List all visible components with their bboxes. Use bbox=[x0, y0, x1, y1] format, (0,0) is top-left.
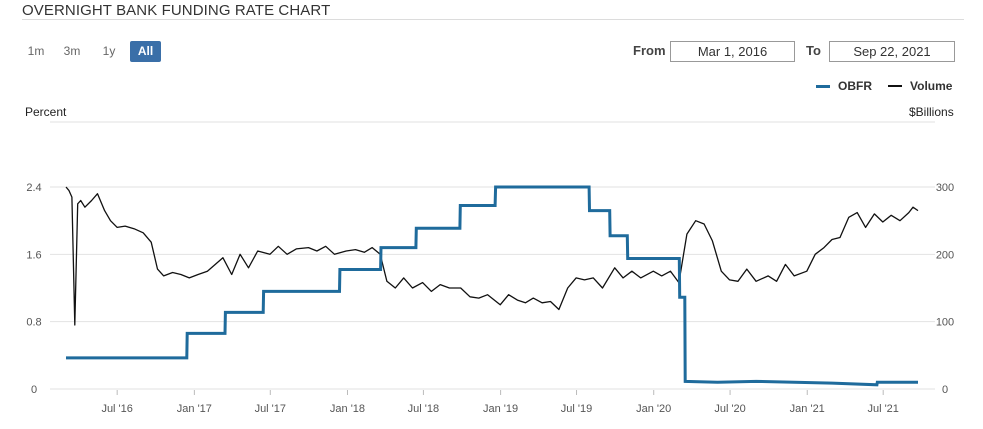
left-tick-label: 0.8 bbox=[26, 317, 41, 329]
left-tick-label: 0 bbox=[31, 384, 37, 396]
to-label: To bbox=[806, 43, 821, 58]
x-tick-label: Jan '19 bbox=[483, 403, 518, 415]
right-tick-label: 0 bbox=[942, 384, 948, 396]
legend-item-volume[interactable]: Volume bbox=[888, 79, 952, 93]
x-tick-label: Jan '20 bbox=[636, 403, 671, 415]
obfr-swatch bbox=[816, 84, 830, 88]
range-1m-button[interactable]: 1m bbox=[27, 44, 45, 58]
range-1y-button[interactable]: 1y bbox=[102, 44, 116, 58]
x-tick-label: Jul '20 bbox=[714, 403, 745, 415]
x-tick-label: Jul '21 bbox=[867, 403, 898, 415]
volume-series-line bbox=[65, 186, 919, 326]
x-tick-label: Jan '21 bbox=[790, 403, 825, 415]
x-tick-label: Jan '18 bbox=[330, 403, 365, 415]
to-date-input[interactable] bbox=[829, 41, 955, 62]
x-tick-label: Jul '17 bbox=[255, 403, 286, 415]
x-tick-label: Jul '18 bbox=[408, 403, 439, 415]
from-date-input[interactable] bbox=[670, 41, 795, 62]
legend-item-obfr[interactable]: OBFR bbox=[816, 79, 872, 93]
right-tick-label: 200 bbox=[936, 249, 954, 261]
x-tick-label: Jul '19 bbox=[561, 403, 592, 415]
left-axis-title: Percent bbox=[25, 105, 67, 119]
from-label: From bbox=[633, 43, 666, 58]
x-tick-label: Jul '16 bbox=[101, 403, 132, 415]
obfr-series-line bbox=[66, 185, 918, 387]
left-tick-label: 2.4 bbox=[26, 182, 41, 194]
right-tick-label: 300 bbox=[936, 182, 954, 194]
right-axis-title: $Billions bbox=[909, 105, 954, 119]
volume-swatch bbox=[888, 85, 902, 87]
title-divider bbox=[22, 19, 964, 20]
page-title: OVERNIGHT BANK FUNDING RATE CHART bbox=[22, 2, 331, 19]
x-tick-label: Jan '17 bbox=[177, 403, 212, 415]
range-all-button[interactable]: All bbox=[130, 41, 161, 62]
legend-label-obfr: OBFR bbox=[838, 79, 872, 93]
range-3m-button[interactable]: 3m bbox=[63, 44, 81, 58]
left-tick-label: 1.6 bbox=[26, 249, 41, 261]
right-tick-label: 100 bbox=[936, 317, 954, 329]
legend-label-volume: Volume bbox=[910, 79, 953, 93]
